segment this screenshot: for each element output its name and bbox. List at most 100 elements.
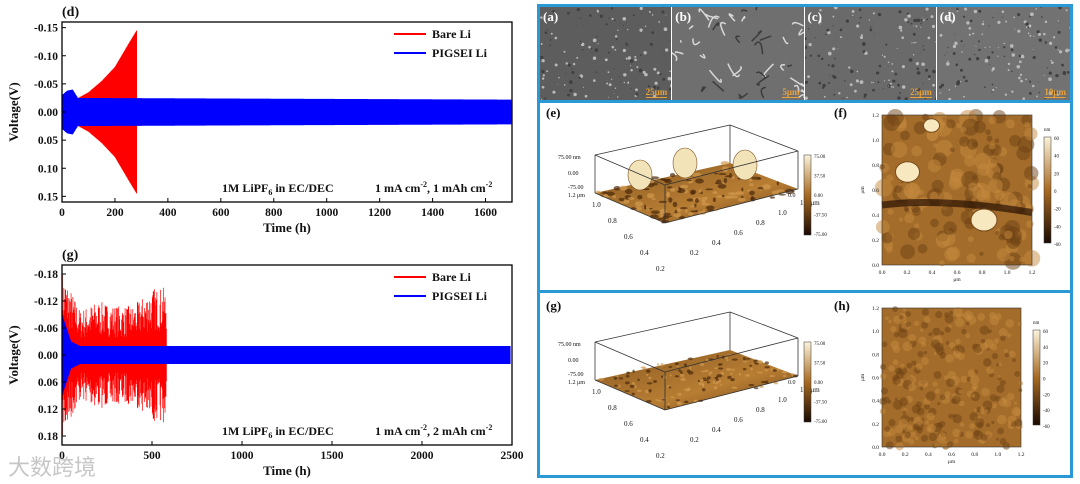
sem-grain (949, 10, 951, 12)
sem-grain (947, 60, 949, 62)
colorbar (1032, 329, 1041, 426)
afm-bump (678, 369, 682, 372)
afm-texture (988, 116, 997, 125)
afm-bump (645, 369, 651, 373)
sem-grain (898, 25, 902, 30)
sem-label: (c) (807, 9, 822, 24)
sem-grain (916, 71, 920, 75)
chart-g-svg: (g) -0.18 -0.12 -0.06 0.00 0.06 0.12 0.180 500 10… (6, 248, 524, 478)
sem-grain (896, 83, 900, 87)
sem-grain (634, 58, 637, 62)
afm-texture (979, 325, 990, 335)
afm-texture (955, 338, 961, 345)
afm-bump (680, 370, 683, 375)
sem-grain (563, 50, 566, 53)
sem-grain (1037, 32, 1041, 36)
sem-grain (859, 35, 863, 39)
afm-texture (902, 308, 906, 312)
colorbar (803, 341, 812, 423)
sem-grain (855, 24, 859, 28)
afm-bump (686, 369, 691, 373)
y-tick-label: 1.0 (592, 388, 601, 396)
sem-grain (991, 83, 994, 86)
afm-bump (626, 371, 631, 375)
sem-grain (643, 51, 647, 55)
afm-row-upper: (e) 75.00 nm 0.00 -75.00 1.2 μm 1.0 0.8 0.6 0.4 0… (540, 103, 1070, 293)
sem-grain (816, 54, 820, 58)
afm-texture (968, 182, 978, 192)
sem-grain (862, 50, 865, 53)
afm-texture (991, 402, 998, 409)
sem-grain (584, 94, 588, 98)
colorbar-tick: 0.00 (814, 194, 823, 199)
afm-bump (660, 212, 664, 218)
x-axis-label: μm (953, 277, 961, 283)
sem-grain (898, 92, 901, 94)
x-tick-label: 400 (159, 207, 177, 219)
sem-grain (625, 43, 629, 46)
afm-bump (684, 388, 691, 392)
sem-grain (544, 97, 547, 100)
afm-texture (943, 221, 957, 235)
afm-texture (915, 363, 923, 371)
sem-grain (630, 65, 632, 67)
afm-bump (631, 392, 635, 396)
x-tick-label: 0.8 (756, 219, 765, 227)
watermark-text: 大数跨境 (8, 456, 97, 481)
sem-grain (1042, 32, 1046, 36)
sem-grain (1001, 10, 1004, 14)
y-tick-label: -0.06 (34, 323, 58, 335)
sem-grain (611, 45, 615, 49)
x-tick-label: 0.4 (929, 270, 936, 276)
afm-texture (898, 314, 904, 320)
afm-texture (875, 220, 890, 234)
afm-texture (991, 420, 995, 425)
afm-bump (697, 379, 700, 383)
sem-grain (948, 89, 950, 91)
sem-grain (592, 38, 597, 43)
sem-grain (915, 25, 917, 28)
afm-texture (922, 113, 929, 121)
afm-bump (618, 377, 624, 380)
sem-grain (945, 62, 950, 66)
sem-texture-d (936, 7, 1070, 100)
afm-texture (991, 352, 999, 360)
electrolyte-annotation: 1M LiPF6 in EC/DEC (222, 424, 334, 440)
afm-bump (655, 399, 659, 401)
afm-texture (961, 328, 967, 335)
sem-grain (973, 53, 976, 56)
sem-grain (938, 85, 942, 89)
afm-texture (884, 426, 891, 432)
y-tick-label: 0.00 (38, 107, 58, 119)
afm-bump (720, 161, 730, 165)
sem-grain (959, 75, 961, 77)
afm-bump (675, 399, 680, 402)
sem-grain (540, 16, 543, 19)
sem-grain (635, 88, 638, 92)
afm-texture (911, 204, 920, 214)
y-tick-label: 0.18 (38, 431, 58, 443)
sem-grain (978, 48, 981, 52)
sem-grain (949, 19, 953, 23)
sem-grain (853, 89, 857, 93)
afm-texture (996, 414, 1007, 425)
sem-grain (939, 33, 943, 37)
colorbar-tick: 60 (1054, 137, 1060, 142)
afm-bump (781, 370, 788, 374)
box-edge (664, 188, 799, 224)
sem-grain (629, 59, 634, 63)
afm-bump (741, 187, 744, 192)
z-top-label: 75.00 nm (558, 155, 581, 161)
colorbar-tick: 37.50 (814, 362, 826, 367)
sem-grain (896, 96, 901, 100)
sem-grain (927, 78, 930, 80)
sem-grain (934, 97, 936, 100)
sem-grain (947, 97, 951, 100)
colorbar-tick: 37.50 (814, 175, 826, 180)
sem-grain (732, 65, 743, 77)
sem-grain (590, 47, 593, 50)
afm-bump (706, 381, 710, 384)
sem-grain (1028, 15, 1031, 18)
afm-texture (906, 362, 913, 369)
afm-texture (926, 129, 938, 142)
